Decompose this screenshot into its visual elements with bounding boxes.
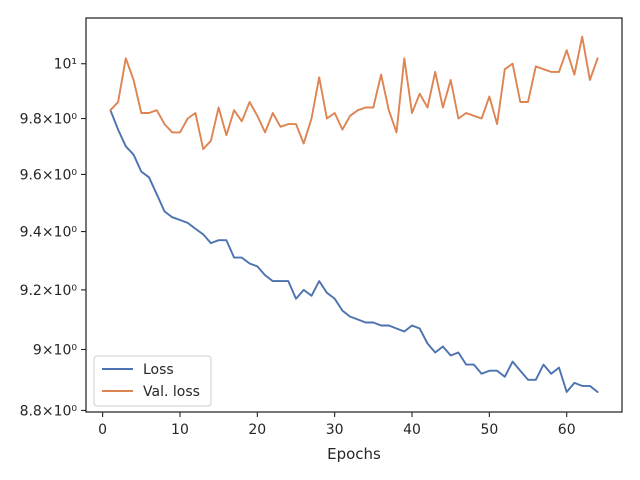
legend-label-loss: Loss <box>143 362 174 378</box>
y-tick-label: 10¹ <box>54 57 77 73</box>
x-tick-label: 30 <box>326 422 344 438</box>
y-tick-label: 8.8×10⁰ <box>20 403 78 419</box>
legend-label-val-loss: Val. loss <box>143 384 200 400</box>
x-axis: 0 10 20 30 40 50 60 <box>98 412 576 438</box>
x-tick-label: 40 <box>403 422 421 438</box>
y-axis: 8.8×10⁰ 9×10⁰ 9.2×10⁰ 9.4×10⁰ 9.6×10⁰ 9.8×10⁰… <box>20 57 86 419</box>
y-tick-label: 9×10⁰ <box>33 343 77 359</box>
x-tick-label: 10 <box>171 422 189 438</box>
plot-frame <box>85 17 623 413</box>
y-tick-label: 9.8×10⁰ <box>20 112 78 128</box>
x-tick-label: 0 <box>98 422 107 438</box>
x-tick-label: 50 <box>480 422 498 438</box>
legend: Loss Val. loss <box>93 355 212 407</box>
series-layer <box>109 35 599 393</box>
series-line-val-loss <box>109 35 599 151</box>
plot-area: 0 10 20 30 40 50 60 8.8×10⁰ 9×10⁰ 9.2×10⁰ 9.4×10⁰… <box>20 17 623 438</box>
y-tick-label: 9.2×10⁰ <box>20 283 78 299</box>
series-line-loss <box>109 109 599 393</box>
x-tick-label: 20 <box>248 422 266 438</box>
y-tick-label: 9.4×10⁰ <box>20 225 78 241</box>
x-axis-label: Epochs <box>327 445 381 463</box>
y-tick-label: 9.6×10⁰ <box>20 167 78 183</box>
x-tick-label: 60 <box>558 422 576 438</box>
